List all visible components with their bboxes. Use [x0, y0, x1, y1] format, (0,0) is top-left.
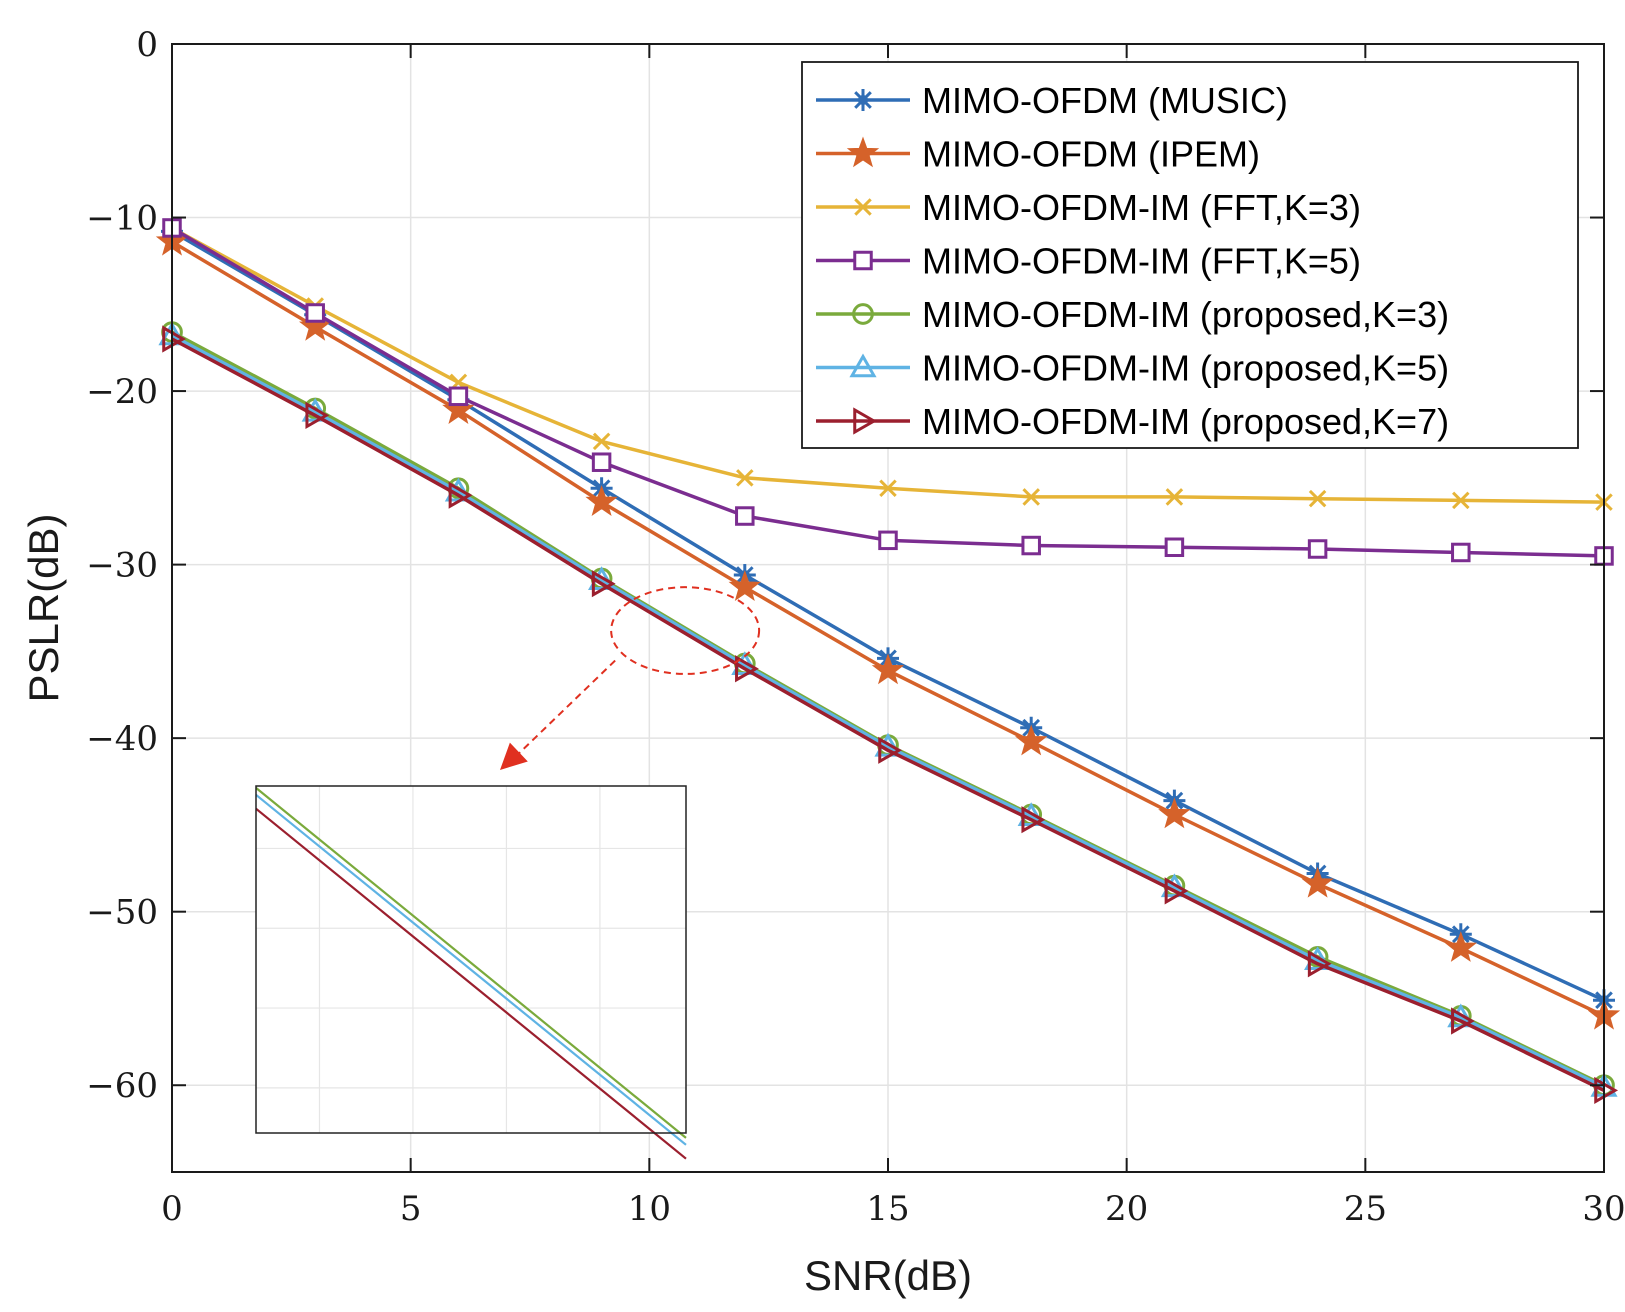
series-marker [1444, 931, 1477, 962]
series-marker [878, 736, 903, 764]
x-tick-label: 10 [628, 1189, 671, 1229]
y-tick-label: −30 [86, 546, 158, 586]
series-marker [846, 136, 880, 168]
series-marker [585, 485, 618, 517]
series-marker [591, 452, 612, 472]
legend-label: MIMO-OFDM-IM (proposed,K=5) [922, 348, 1449, 389]
series-marker [448, 386, 469, 407]
series-marker [305, 401, 330, 429]
x-axis-label: SNR(dB) [804, 1252, 972, 1299]
series-marker [1307, 950, 1332, 978]
inset-background [256, 786, 686, 1133]
series-marker [1451, 542, 1471, 563]
x-tick-label: 15 [866, 1189, 909, 1229]
series-marker [849, 353, 877, 378]
legend-label: MIMO-OFDM-IM (FFT,K=3) [922, 187, 1361, 228]
series-marker [1164, 537, 1185, 558]
y-tick-label: −60 [86, 1066, 158, 1106]
series-marker [592, 432, 611, 451]
series-marker [735, 655, 759, 683]
legend-label: MIMO-OFDM-IM (proposed,K=3) [922, 294, 1449, 335]
zoom-ellipse [610, 586, 761, 675]
series-marker [1021, 806, 1046, 834]
legend: MIMO-OFDM (MUSIC) MIMO-OFDM (IPEM) MIMO-OF… [801, 61, 1579, 449]
zoom-callout [500, 586, 761, 770]
x-tick-label: 30 [1582, 1189, 1625, 1229]
legend-item: MIMO-OFDM-IM (proposed,K=3) [816, 294, 1449, 335]
x-tick-label: 25 [1344, 1189, 1387, 1229]
series-marker [736, 469, 754, 487]
series-marker [878, 530, 898, 551]
series-marker [1301, 866, 1334, 898]
series-marker [1164, 877, 1189, 905]
series-marker [854, 198, 872, 216]
x-tick-label: 20 [1105, 1189, 1148, 1229]
series-group [162, 218, 1614, 566]
legend-item: MIMO-OFDM-IM (proposed,K=7) [816, 401, 1449, 442]
series-marker [1307, 539, 1328, 559]
series-marker [448, 481, 473, 509]
y-axis-label: PSLR(dB) [20, 513, 67, 702]
inset-series-line [255, 786, 687, 1139]
series-marker [591, 570, 616, 598]
legend-label: MIMO-OFDM (IPEM) [922, 134, 1260, 175]
series-marker [871, 653, 905, 685]
legend-label: MIMO-OFDM (MUSIC) [922, 80, 1288, 121]
legend-label: MIMO-OFDM-IM (proposed,K=7) [922, 401, 1449, 442]
series-marker [1451, 1007, 1475, 1035]
y-tick-label: 0 [136, 25, 158, 65]
series-marker [442, 393, 475, 425]
series-marker [852, 89, 874, 111]
legend-item: MIMO-OFDM-IM (FFT,K=5) [816, 241, 1361, 282]
legend-item: MIMO-OFDM (IPEM) [816, 134, 1260, 175]
legend-item: MIMO-OFDM-IM (proposed,K=5) [816, 348, 1449, 389]
inset-series-line [255, 793, 687, 1146]
series-marker [879, 479, 897, 498]
inset-frame [255, 785, 687, 1134]
x-tick-label: 5 [400, 1189, 422, 1229]
y-tick-label: −10 [86, 199, 158, 239]
axis-ticks: 0 5 10 15 20 25 30 0 −10 −20 −30 −40 −50 −60 [86, 25, 1625, 1229]
series-marker [852, 303, 874, 325]
series-layer [155, 218, 1621, 1105]
legend-item: MIMO-OFDM-IM (FFT,K=3) [816, 187, 1361, 228]
series-marker [1015, 724, 1048, 756]
callout-arrow-head [500, 742, 528, 770]
inset-zoom [255, 785, 687, 1160]
series-marker [1021, 535, 1041, 556]
series-marker [853, 407, 878, 435]
series-marker [305, 303, 325, 323]
inset-series-line [255, 807, 687, 1160]
series-marker [298, 309, 332, 341]
series-marker [853, 250, 873, 271]
series-marker [1158, 797, 1191, 829]
y-tick-label: −20 [86, 372, 158, 412]
series-line [171, 337, 1605, 1092]
series-marker [1452, 491, 1470, 510]
legend-label: MIMO-OFDM-IM (FFT,K=5) [922, 241, 1361, 282]
series-marker [1308, 489, 1327, 508]
legend-item: MIMO-OFDM (MUSIC) [816, 80, 1288, 121]
series-marker [1594, 1076, 1619, 1105]
callout-arrow-line [509, 659, 616, 763]
x-tick-label: 0 [161, 1189, 183, 1229]
series-marker [1022, 488, 1040, 506]
series-line [171, 333, 1605, 1089]
y-tick-label: −40 [86, 719, 158, 759]
series-marker [162, 325, 187, 353]
series-marker [728, 570, 762, 602]
y-tick-label: −50 [86, 893, 158, 933]
series-marker [735, 506, 755, 526]
legend-box [801, 61, 1579, 449]
series-marker [1165, 488, 1184, 506]
series-group [162, 325, 1619, 1105]
